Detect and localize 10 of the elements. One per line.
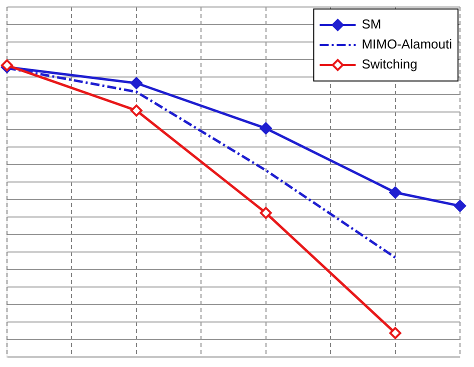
point: [389, 186, 402, 198]
legend-label: MIMO-Alamouti: [362, 36, 452, 52]
point: [130, 104, 142, 117]
point: [454, 200, 466, 212]
point: [130, 77, 142, 90]
point: [389, 327, 402, 340]
legend-label: SM: [362, 16, 382, 32]
point: [260, 122, 272, 134]
point: [260, 206, 272, 219]
legend-label: Switching: [362, 56, 418, 72]
